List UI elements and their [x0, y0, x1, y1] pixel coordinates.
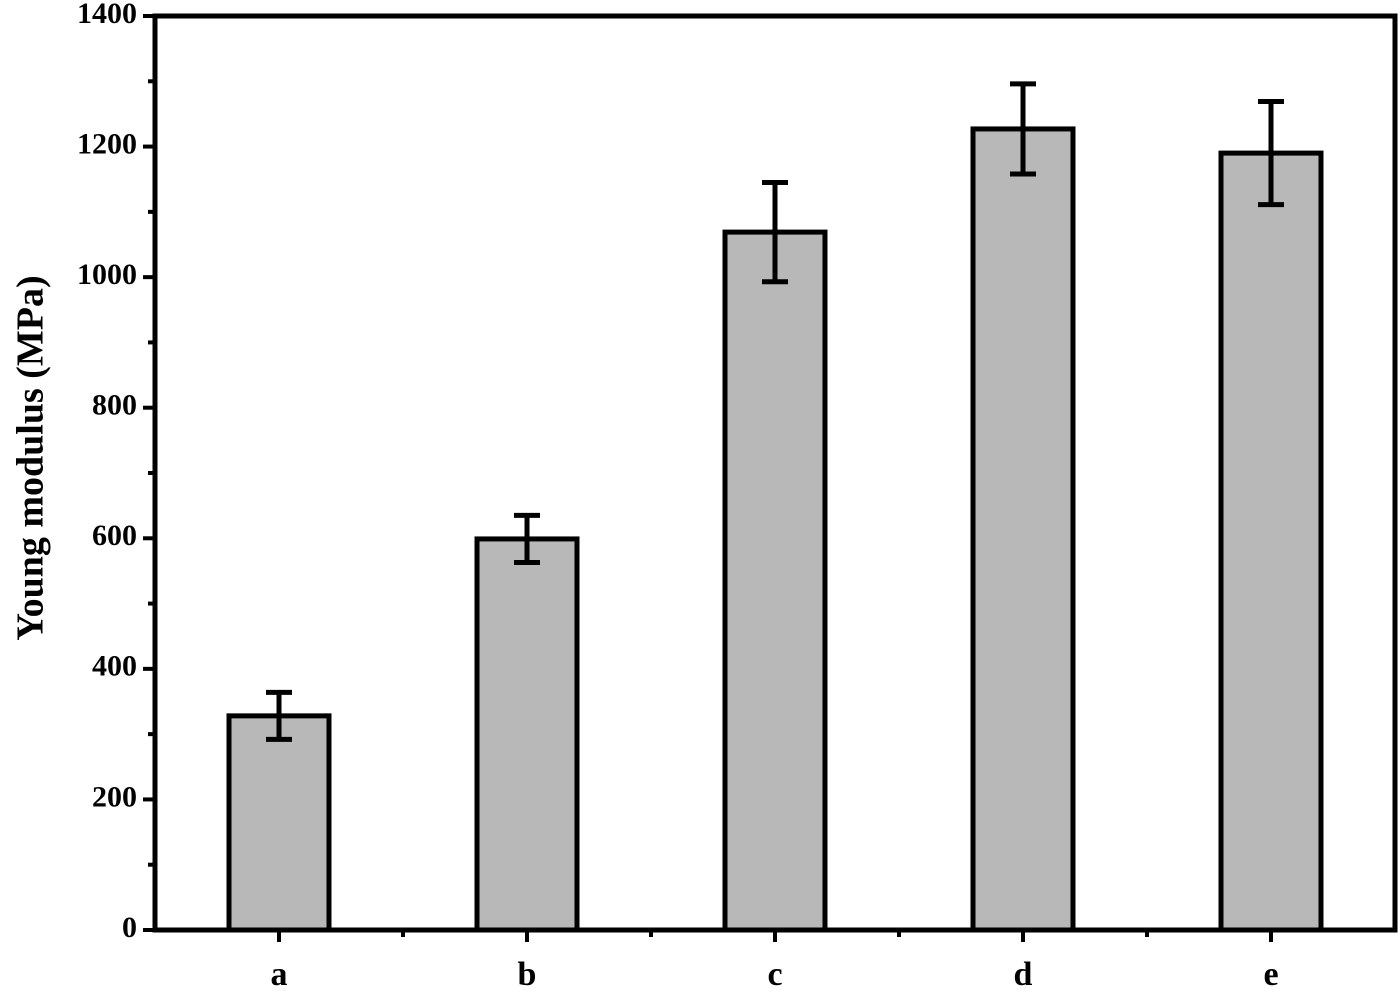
- bar: [1218, 150, 1324, 933]
- x-tick-label: a: [271, 956, 288, 993]
- x-tick-label: b: [518, 956, 537, 993]
- y-tick-label: 1000: [77, 258, 137, 291]
- y-tick-label: 600: [92, 519, 137, 552]
- plot-frame: [152, 13, 1398, 933]
- error-bar: [1258, 99, 1284, 208]
- y-tick-label: 400: [92, 650, 137, 683]
- y-tick-label: 0: [122, 911, 137, 944]
- x-tick-label: e: [1263, 956, 1278, 993]
- y-tick-label: 800: [92, 389, 137, 422]
- y-tick-label: 1400: [77, 0, 137, 30]
- error-bar: [762, 179, 788, 285]
- y-tick-label: 1200: [77, 127, 137, 160]
- error-bar: [266, 689, 292, 742]
- error-bar: [514, 512, 540, 565]
- y-tick-label: 200: [92, 780, 137, 813]
- error-bar: [1010, 81, 1036, 177]
- bar: [474, 536, 580, 933]
- bar: [722, 229, 828, 933]
- bar: [226, 713, 332, 933]
- x-tick-label: c: [767, 956, 782, 993]
- x-tick-label: d: [1014, 956, 1033, 993]
- y-axis-label: Young modulus (MPa): [10, 275, 52, 640]
- bar: [970, 126, 1076, 933]
